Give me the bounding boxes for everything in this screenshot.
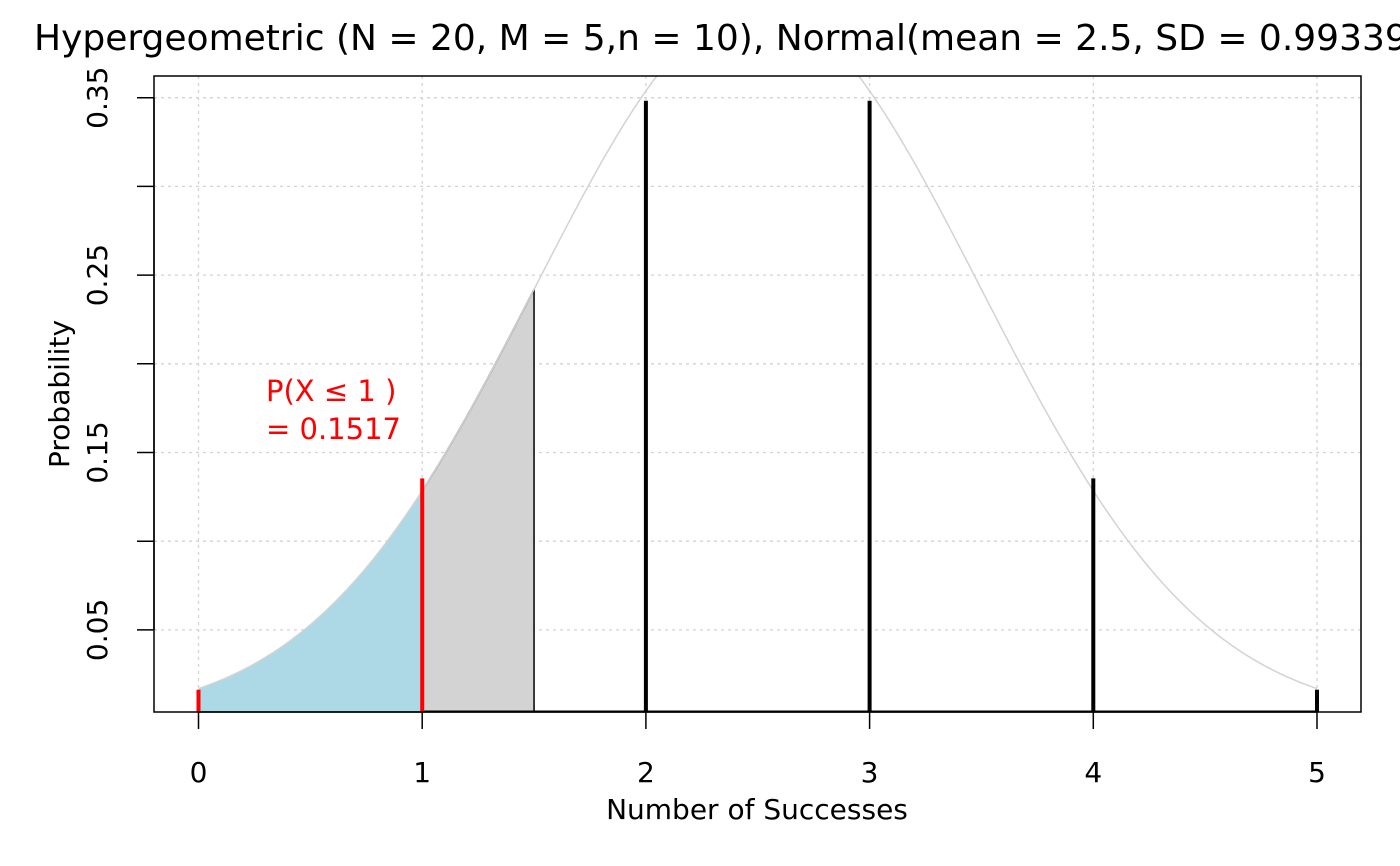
y-tick-label-1: 0.15 xyxy=(81,421,114,483)
x-axis: 0 1 2 3 4 5 xyxy=(190,711,1326,789)
chart-title: Hypergeometric (N = 20, M = 5,n = 10), N… xyxy=(34,18,1400,59)
shaded-area xyxy=(198,490,423,712)
bars xyxy=(196,100,1319,712)
probability-annotation: P(X ≤ 1 ) = 0.1517 xyxy=(266,374,401,446)
x-tick-label-2: 2 xyxy=(637,756,655,789)
y-tick-label-2: 0.25 xyxy=(81,244,114,306)
x-tick-label-5: 5 xyxy=(1308,756,1326,789)
x-tick-label-4: 4 xyxy=(1084,756,1102,789)
y-axis: 0.05 0.15 0.25 0.35 xyxy=(81,67,155,661)
annotation-line-2: = 0.1517 xyxy=(266,412,401,446)
y-axis-label: Probability xyxy=(43,320,76,468)
x-axis-label: Number of Successes xyxy=(606,793,908,826)
x-tick-label-1: 1 xyxy=(413,756,431,789)
annotation-line-1: P(X ≤ 1 ) xyxy=(266,374,396,408)
plot-area xyxy=(196,76,1319,712)
y-tick-label-3: 0.35 xyxy=(81,67,114,129)
normal-curve xyxy=(198,76,1318,690)
continuity-correction-area xyxy=(421,289,535,712)
y-tick-label-0: 0.05 xyxy=(81,599,114,661)
x-tick-label-3: 3 xyxy=(861,756,879,789)
x-tick-label-0: 0 xyxy=(190,756,208,789)
